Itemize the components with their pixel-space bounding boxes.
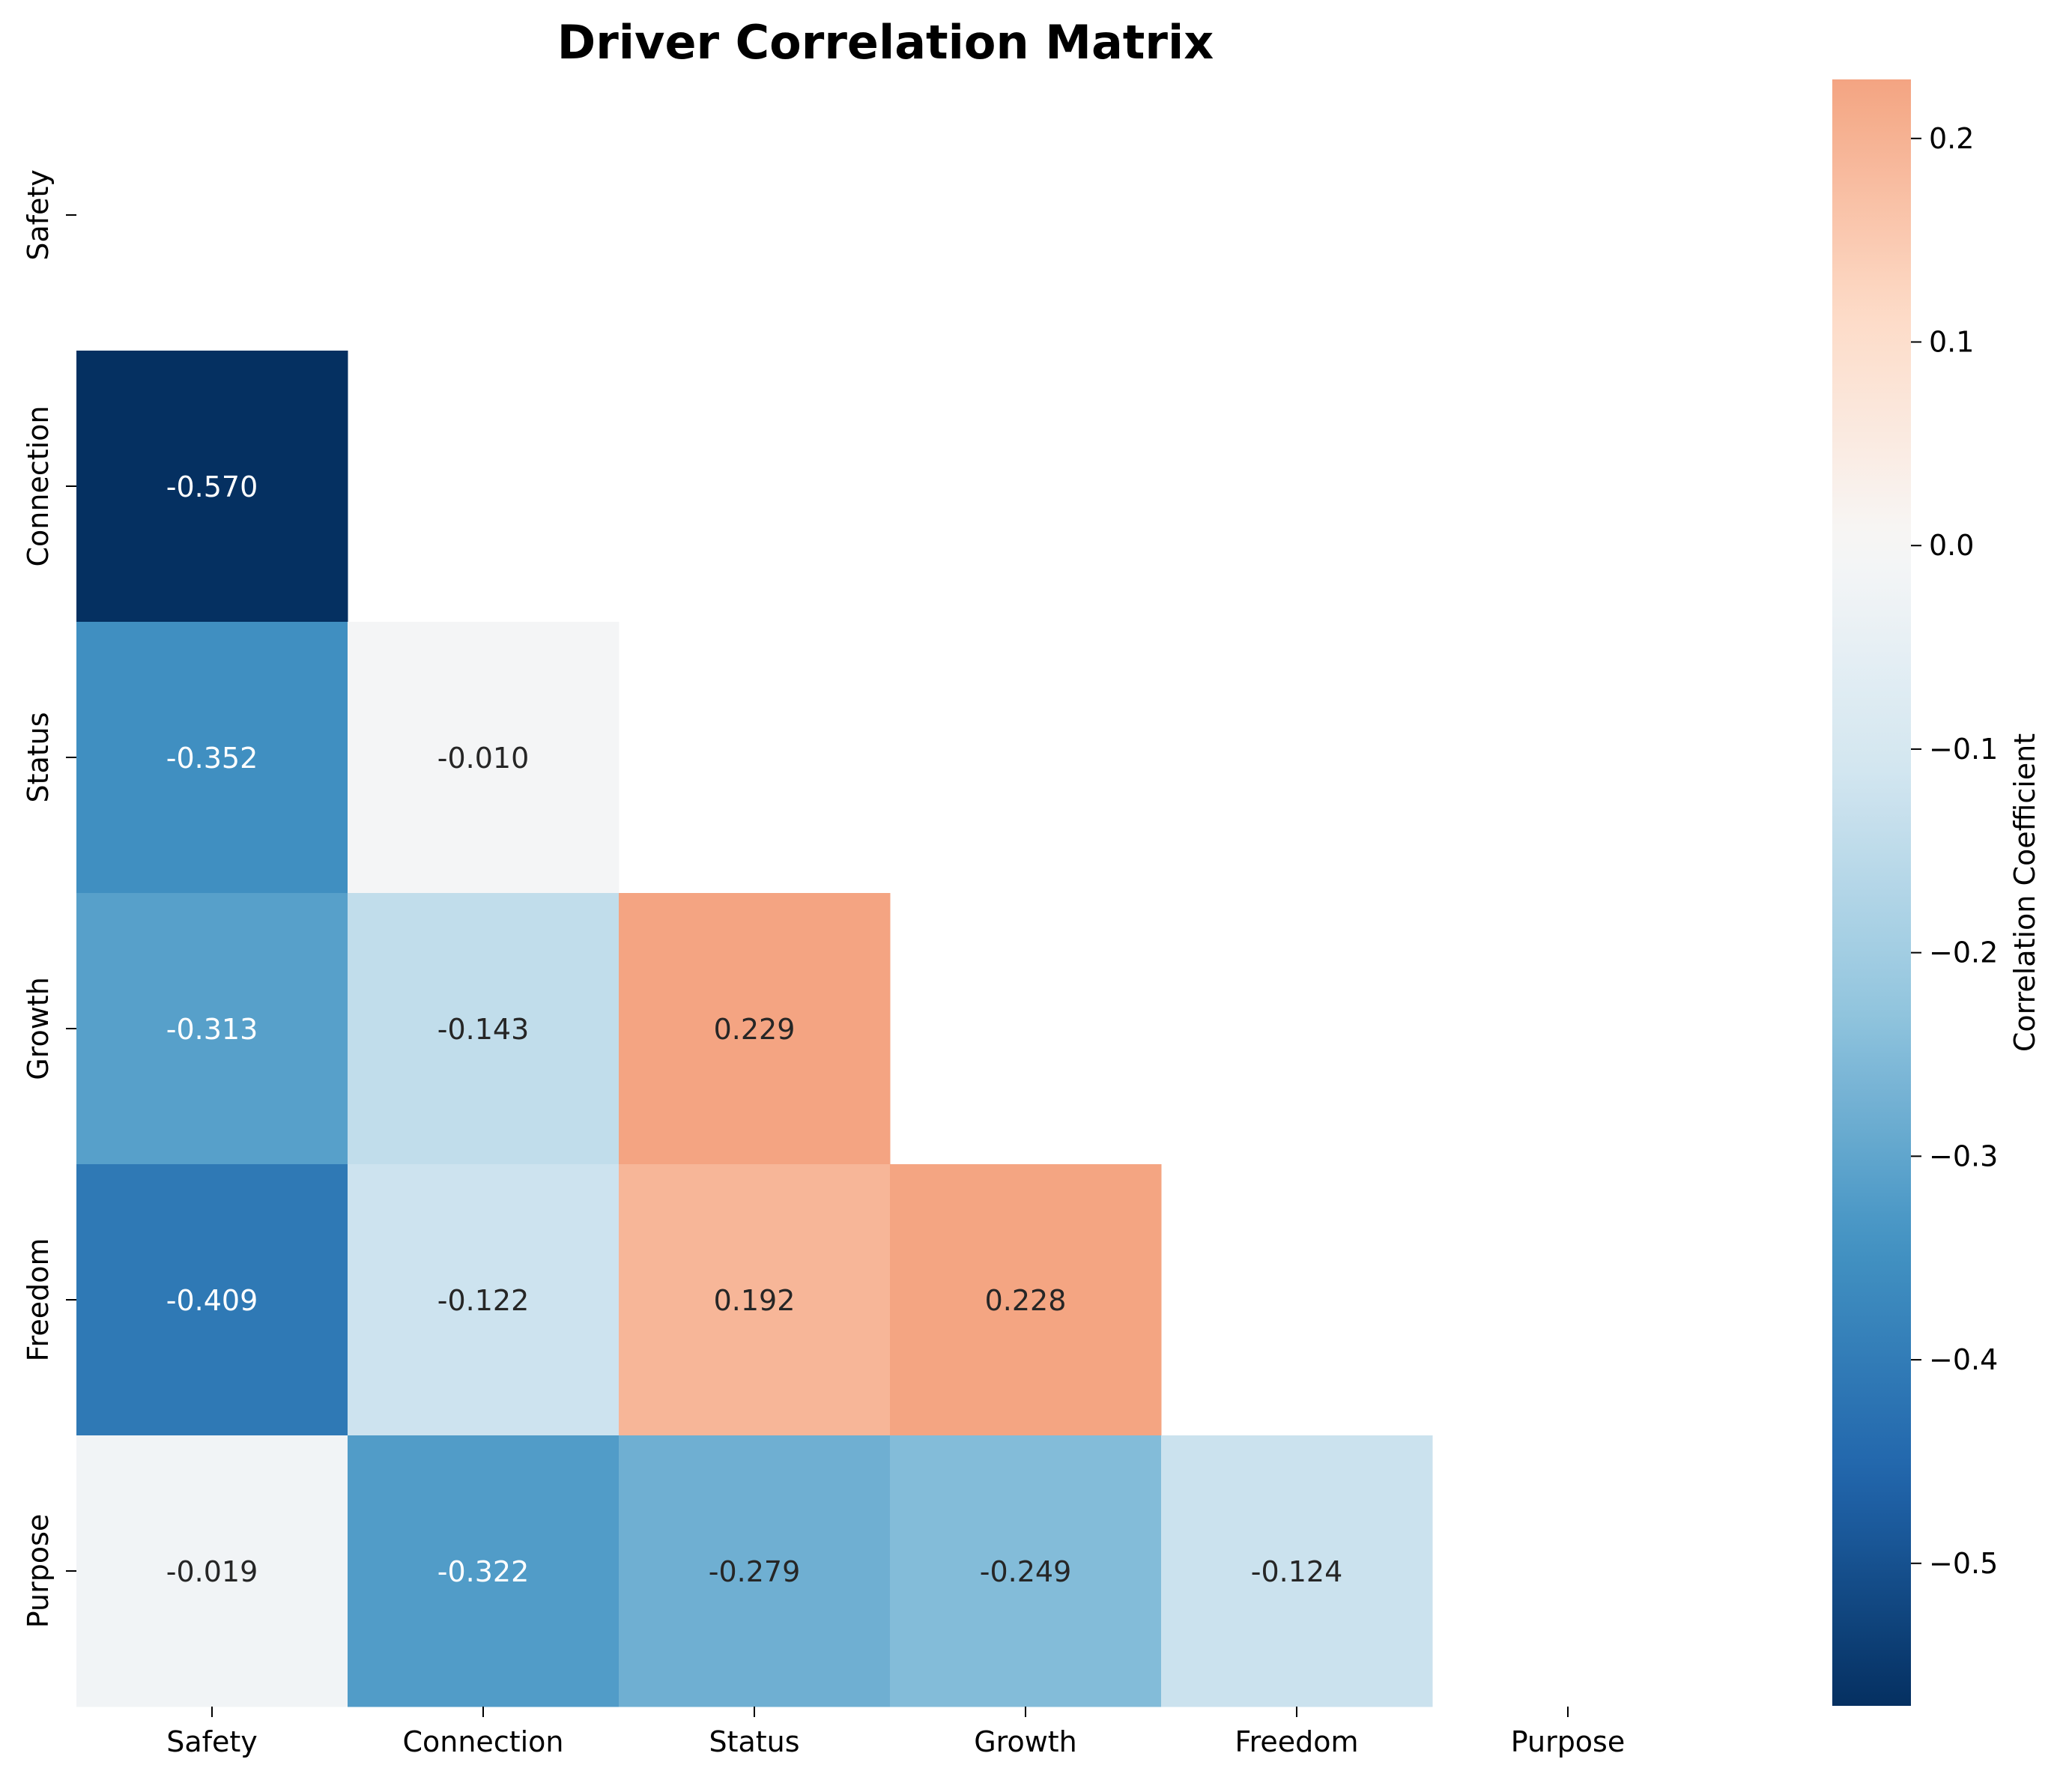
x-axis: Safety Connection Status Growth Freedom Purpo… — [166, 1707, 1625, 1758]
colorbar-tick-label: 0.1 — [1929, 326, 1974, 359]
x-tick-label-growth: Growth — [974, 1725, 1077, 1758]
heatmap-cell-freedom-safety — [76, 1164, 348, 1436]
heatmap-cells: -0.570 -0.352 -0.010 -0.313 -0.143 0.229 -0.40… — [76, 351, 1433, 1707]
heatmap-cell-freedom-status — [619, 1164, 891, 1436]
heatmap-cell-purpose-status — [619, 1435, 891, 1707]
heatmap-cell-purpose-safety — [76, 1435, 348, 1707]
x-tick-label-freedom: Freedom — [1235, 1725, 1358, 1758]
colorbar-tick-label: −0.2 — [1929, 936, 1998, 969]
cell-value-label-status-connection: -0.010 — [437, 742, 530, 775]
y-tick-label-purpose: Purpose — [22, 1514, 55, 1629]
colorbar-tick-label: −0.3 — [1929, 1139, 1998, 1172]
x-tick-label-connection: Connection — [402, 1725, 563, 1758]
cell-value-label-freedom-growth: 0.228 — [985, 1284, 1067, 1317]
heatmap-cell-growth-safety — [76, 893, 348, 1165]
y-tick-label-connection: Connection — [22, 405, 55, 566]
heatmap-cell-purpose-freedom — [1161, 1435, 1433, 1707]
cell-value-label-freedom-connection: -0.122 — [437, 1284, 530, 1317]
cell-value-label-freedom-safety: -0.409 — [166, 1284, 258, 1317]
cell-value-label-freedom-status: 0.192 — [714, 1284, 796, 1317]
x-tick-label-safety: Safety — [166, 1725, 258, 1758]
cell-value-label-purpose-growth: -0.249 — [980, 1555, 1072, 1588]
cell-value-label-purpose-connection: -0.322 — [437, 1555, 530, 1588]
cell-value-label-purpose-status: -0.279 — [709, 1555, 801, 1588]
y-tick-label-status: Status — [22, 712, 55, 802]
cell-value-label-purpose-safety: -0.019 — [166, 1555, 258, 1588]
x-tick-label-purpose: Purpose — [1511, 1725, 1626, 1758]
cell-value-label-status-safety: -0.352 — [166, 742, 258, 775]
colorbar-tick-label: −0.1 — [1929, 733, 1998, 766]
cell-value-label-connection-safety: -0.570 — [166, 470, 258, 503]
y-axis: Safety Connection Status Growth Freedom Purpo… — [22, 169, 76, 1628]
colorbar: 0.2 0.1 0.0 −0.1 −0.2 −0.3 −0.4 −0.5 Correlation… — [1832, 79, 2041, 1706]
heatmap-cell-status-connection — [348, 622, 620, 894]
y-tick-label-safety: Safety — [22, 169, 55, 261]
chart-title: Driver Correlation Matrix — [557, 15, 1214, 70]
y-tick-label-freedom: Freedom — [22, 1238, 55, 1361]
heatmap-cell-status-safety — [76, 622, 348, 894]
colorbar-tick-label: 0.0 — [1929, 529, 1974, 562]
y-tick-label-growth: Growth — [22, 977, 55, 1080]
heatmap-cell-purpose-growth — [890, 1435, 1162, 1707]
heatmap-cell-freedom-connection — [348, 1164, 620, 1436]
colorbar-tick-label: −0.5 — [1929, 1547, 1998, 1580]
heatmap-cell-purpose-connection — [348, 1435, 620, 1707]
heatmap-cell-connection-safety — [76, 351, 348, 623]
colorbar-label: Correlation Coefficient — [2008, 733, 2041, 1052]
cell-value-label-growth-status: 0.229 — [714, 1013, 796, 1046]
colorbar-tick-label: −0.4 — [1929, 1343, 1998, 1376]
heatmap-cell-freedom-growth — [890, 1164, 1162, 1436]
colorbar-gradient — [1832, 79, 1911, 1706]
heatmap-cell-growth-status — [619, 893, 891, 1165]
cell-value-label-growth-safety: -0.313 — [166, 1013, 258, 1046]
colorbar-tick-label: 0.2 — [1929, 122, 1974, 155]
cell-value-label-purpose-freedom: -0.124 — [1251, 1555, 1343, 1588]
x-tick-label-status: Status — [709, 1725, 799, 1758]
cell-value-label-growth-connection: -0.143 — [437, 1013, 530, 1046]
heatmap-cell-growth-connection — [348, 893, 620, 1165]
